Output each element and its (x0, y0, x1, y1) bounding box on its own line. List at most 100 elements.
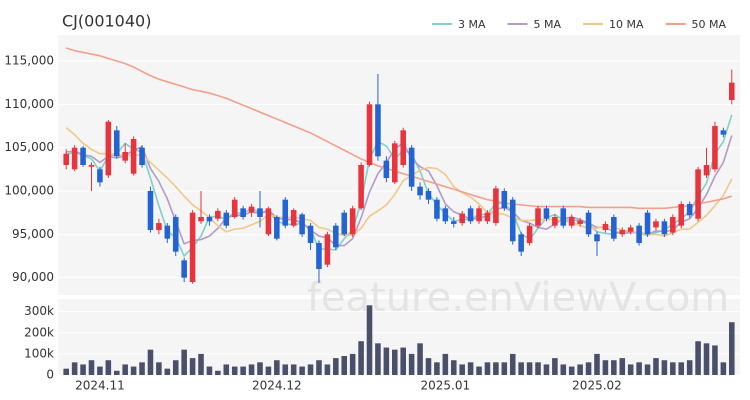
candle-body (543, 208, 550, 219)
volume-bar (602, 360, 609, 375)
candle-body (459, 213, 465, 224)
volume-bar (594, 353, 600, 375)
y-tick-label: 300k (24, 304, 54, 318)
candle-body (113, 130, 120, 157)
volume-bar (450, 360, 457, 375)
candle-body (501, 191, 508, 209)
volume-bar (172, 360, 179, 375)
volume-bar (712, 345, 718, 375)
candle-body (156, 223, 162, 230)
volume-bar (526, 362, 533, 375)
candle-body (299, 214, 305, 235)
candle-body (240, 208, 246, 217)
candle-body (585, 212, 592, 235)
candle-body (341, 212, 348, 235)
volume-bar (467, 362, 474, 375)
volume-bar (543, 364, 550, 375)
candle-body (678, 204, 685, 226)
volume-bar (670, 362, 676, 375)
volume-bar (130, 366, 137, 375)
volume-bar (274, 360, 280, 375)
volume-bar (113, 370, 120, 375)
volume-bar (139, 362, 145, 375)
volume-bar (695, 341, 701, 375)
volume-bar (661, 360, 668, 375)
candle-body (172, 217, 179, 252)
candle-body (703, 165, 710, 176)
volume-bar (248, 364, 255, 375)
candle-body (636, 225, 642, 243)
candle-body (442, 208, 449, 222)
candle-body (88, 165, 95, 167)
candle-body (627, 227, 634, 232)
candle-body (122, 152, 128, 161)
y-tick-label: 90,000 (12, 270, 54, 284)
candle-body (366, 104, 373, 165)
candle-body (467, 208, 474, 222)
volume-bar (257, 362, 263, 375)
candle-body (568, 217, 575, 226)
candle-body (198, 217, 204, 222)
candle-body (223, 212, 230, 226)
volume-bar (231, 366, 238, 375)
candle-body (400, 130, 406, 165)
candle-body (307, 225, 314, 243)
volume-bar (333, 358, 339, 375)
volume-bar (703, 343, 710, 375)
candle-body (147, 191, 154, 230)
y-tick-label: 110,000 (4, 97, 54, 111)
y-tick-label: 100,000 (4, 184, 54, 198)
candle-body (602, 223, 609, 230)
candle-body (189, 212, 196, 282)
candle-body (577, 220, 583, 224)
candle-body (265, 208, 272, 235)
candle-body (434, 199, 440, 219)
candle-body (130, 139, 137, 174)
legend-label: 50 MA (692, 18, 727, 31)
candle-body (686, 204, 693, 216)
volume-bar (299, 366, 305, 375)
y-tick-label: 100k (24, 346, 54, 360)
x-tick-label: 2025.02 (572, 379, 622, 393)
candle-body (349, 208, 356, 235)
candle-body (594, 234, 600, 242)
volume-bar (518, 362, 524, 375)
candle-body (164, 225, 171, 239)
candle-body (215, 210, 221, 219)
candle-body (535, 208, 541, 226)
candle-body (181, 260, 187, 278)
candle-body (695, 169, 701, 219)
candle-body (417, 186, 423, 196)
volume-bar (63, 368, 69, 375)
volume-bar (198, 353, 204, 375)
volume-bar (215, 370, 221, 375)
candle-body (316, 243, 322, 269)
volume-bar (366, 305, 373, 375)
legend-label: 5 MA (534, 18, 562, 31)
volume-bar (80, 364, 86, 375)
volume-bar (265, 366, 272, 375)
candle-body (333, 225, 339, 248)
volume-bar (349, 353, 356, 375)
volume-bar (88, 360, 95, 375)
candle-body (526, 225, 533, 243)
y-tick-label: 95,000 (12, 227, 54, 241)
volume-bar (729, 322, 735, 375)
volume-bar (720, 362, 727, 375)
volume-bar (290, 364, 297, 375)
y-tick-label: 105,000 (4, 140, 54, 154)
y-tick-label: 115,000 (4, 54, 54, 68)
x-tick-label: 2024.11 (75, 379, 125, 393)
candle-body (408, 147, 415, 187)
candle-body (653, 221, 659, 228)
candle-body (712, 126, 718, 170)
candle-body (97, 169, 103, 183)
candle-body (358, 165, 364, 209)
volume-bar (417, 343, 423, 375)
volume-bar (181, 349, 187, 375)
volume-bar (434, 362, 440, 375)
candle-body (425, 191, 432, 200)
volume-bar (627, 364, 634, 375)
x-tick-label: 2025.01 (421, 379, 471, 393)
